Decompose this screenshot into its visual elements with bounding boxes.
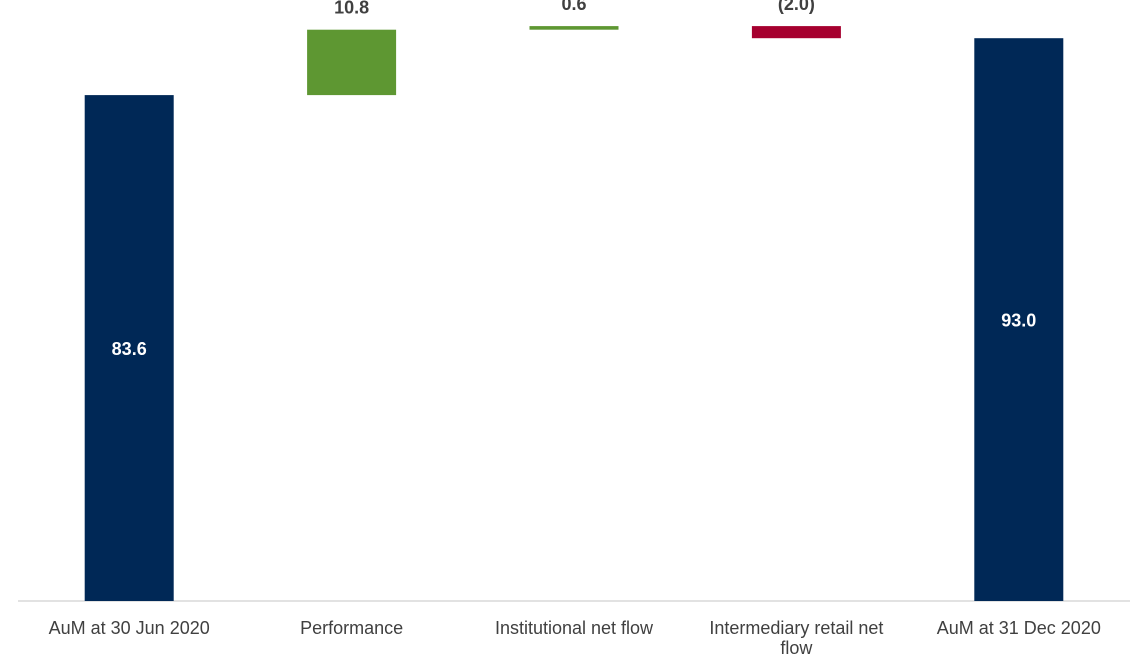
- bar-4-total: [974, 38, 1064, 601]
- bar-0-total: [84, 95, 174, 601]
- value-label-4: 93.0: [1001, 311, 1036, 331]
- category-label-0: AuM at 30 Jun 2020: [49, 618, 210, 638]
- value-label-2: 0.6: [561, 0, 586, 14]
- category-label-3-line-0: Intermediary retail net: [709, 618, 883, 638]
- value-labels-group: 83.6 10.8 0.6 (2.0) 93.0: [112, 0, 1037, 359]
- bars-group: [84, 26, 1064, 601]
- category-label-4: AuM at 31 Dec 2020: [937, 618, 1101, 638]
- value-label-1: 10.8: [334, 0, 369, 18]
- category-label-2: Institutional net flow: [495, 618, 654, 638]
- bar-2-increase: [529, 26, 619, 30]
- category-label-3-line-1: flow: [780, 638, 813, 658]
- bar-1-increase: [307, 29, 397, 96]
- category-label-1: Performance: [300, 618, 403, 638]
- bar-3-decrease: [751, 26, 841, 39]
- category-labels-group: AuM at 30 Jun 2020 Performance Institution…: [49, 618, 1101, 658]
- value-label-0: 83.6: [112, 339, 147, 359]
- value-label-3: (2.0): [778, 0, 815, 14]
